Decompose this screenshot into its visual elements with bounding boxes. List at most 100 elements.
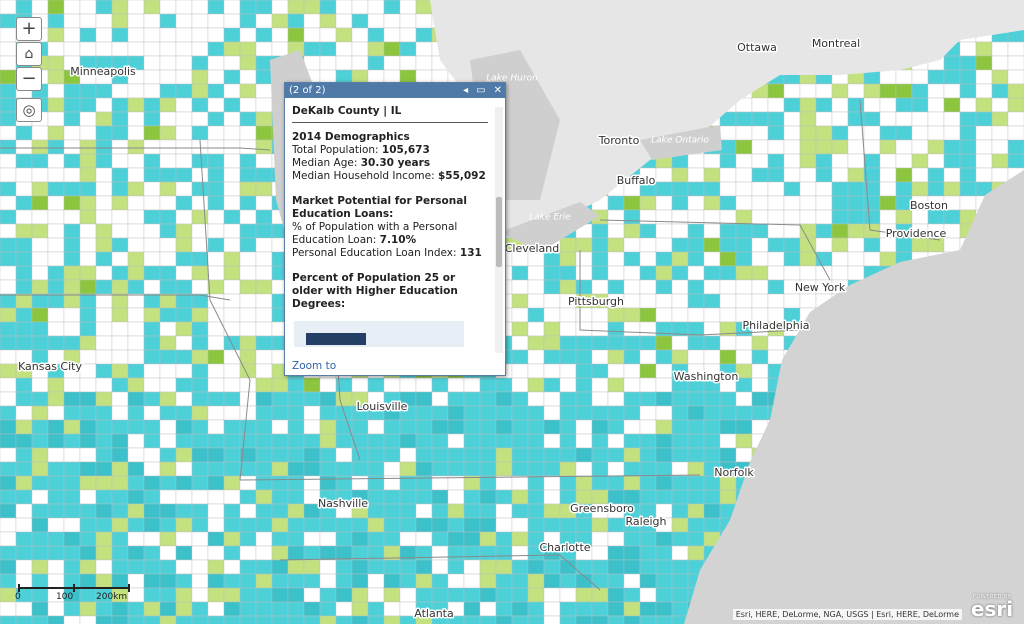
county [799,195,817,211]
county [303,391,321,407]
popup-counter: (2 of 2) [289,85,326,96]
county [719,251,737,267]
county [223,279,241,295]
county [447,545,465,561]
county [159,349,177,365]
county [143,153,161,169]
county [111,27,129,43]
county [79,195,97,211]
county [159,363,177,379]
county [143,531,161,547]
county [767,181,785,197]
county [207,573,225,589]
county [159,69,177,85]
county [623,475,641,491]
county [159,153,177,169]
county [431,447,449,463]
county [623,433,641,449]
county [927,167,945,183]
county [239,97,257,113]
county [575,517,593,533]
county [735,223,753,239]
county [463,503,481,519]
county [127,503,145,519]
zoom-out-button[interactable]: − [16,67,42,91]
county [383,377,401,393]
county [319,601,337,617]
county [127,363,145,379]
county [319,0,337,15]
county [47,97,65,113]
county [831,251,849,267]
county [63,335,81,351]
county [255,265,273,281]
county [0,363,17,379]
county [527,391,545,407]
county [223,111,241,127]
county [319,419,337,435]
home-button[interactable]: ⌂ [16,42,42,66]
county [623,251,641,267]
county [543,377,561,393]
county [943,209,961,225]
county [367,531,385,547]
county [607,573,625,589]
lake [640,125,722,160]
county [751,237,769,253]
county [47,503,65,519]
prev-button[interactable]: ◂ [463,85,469,96]
county [111,559,129,575]
county [687,405,705,421]
county [63,209,81,225]
zoom-to-link[interactable]: Zoom to [292,360,337,372]
maximize-button[interactable]: ▭ [476,85,486,96]
locate-button[interactable]: ◎ [16,98,42,122]
county [175,447,193,463]
county [399,503,417,519]
county [687,391,705,407]
county [607,559,625,575]
county [383,503,401,519]
county [351,13,369,29]
county [143,335,161,351]
county [527,377,545,393]
county [15,181,33,197]
county [191,363,209,379]
county [47,559,65,575]
county [655,349,673,365]
county [15,615,33,624]
county [223,559,241,575]
county [239,615,257,624]
county [543,461,561,477]
county [79,13,97,29]
county [223,573,241,589]
close-button[interactable]: ✕ [493,85,502,96]
county [0,97,17,113]
county [63,433,81,449]
county [591,531,609,547]
county [319,433,337,449]
scroll-thumb[interactable] [496,197,502,267]
county [831,209,849,225]
county [0,139,17,155]
scrollbar[interactable] [495,107,503,353]
county [879,69,897,85]
county [687,489,705,505]
county [703,167,721,183]
county [0,601,17,617]
county [335,27,353,43]
county [815,167,833,183]
county [287,531,305,547]
county [911,153,929,169]
county [31,559,49,575]
county [0,0,17,15]
county [479,461,497,477]
county [703,279,721,295]
zoom-in-button[interactable]: + [16,17,42,41]
county [671,489,689,505]
county [479,517,497,533]
county [783,83,801,99]
county [495,489,513,505]
county [319,573,337,589]
